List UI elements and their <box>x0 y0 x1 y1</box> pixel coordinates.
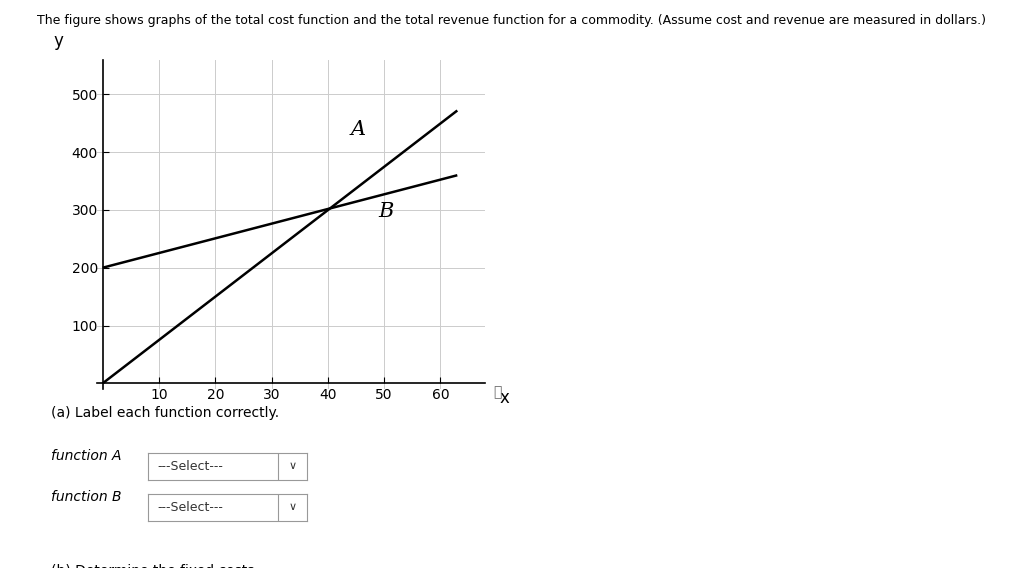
Text: ---Select---: ---Select--- <box>157 460 224 473</box>
Text: A: A <box>351 120 366 139</box>
Text: (a) Label each function correctly.: (a) Label each function correctly. <box>51 406 279 420</box>
Text: ---Select---: ---Select--- <box>157 501 224 513</box>
Text: The figure shows graphs of the total cost function and the total revenue functio: The figure shows graphs of the total cos… <box>37 14 985 27</box>
Text: (b) Determine the fixed costs.: (b) Determine the fixed costs. <box>51 563 259 568</box>
Text: ∨: ∨ <box>289 461 297 471</box>
Text: function A: function A <box>51 449 122 463</box>
Text: ⓘ: ⓘ <box>494 385 502 399</box>
Y-axis label: y: y <box>53 32 63 50</box>
Text: ∨: ∨ <box>289 502 297 512</box>
Text: function B: function B <box>51 490 122 504</box>
X-axis label: x: x <box>500 389 510 407</box>
Text: B: B <box>378 202 393 221</box>
